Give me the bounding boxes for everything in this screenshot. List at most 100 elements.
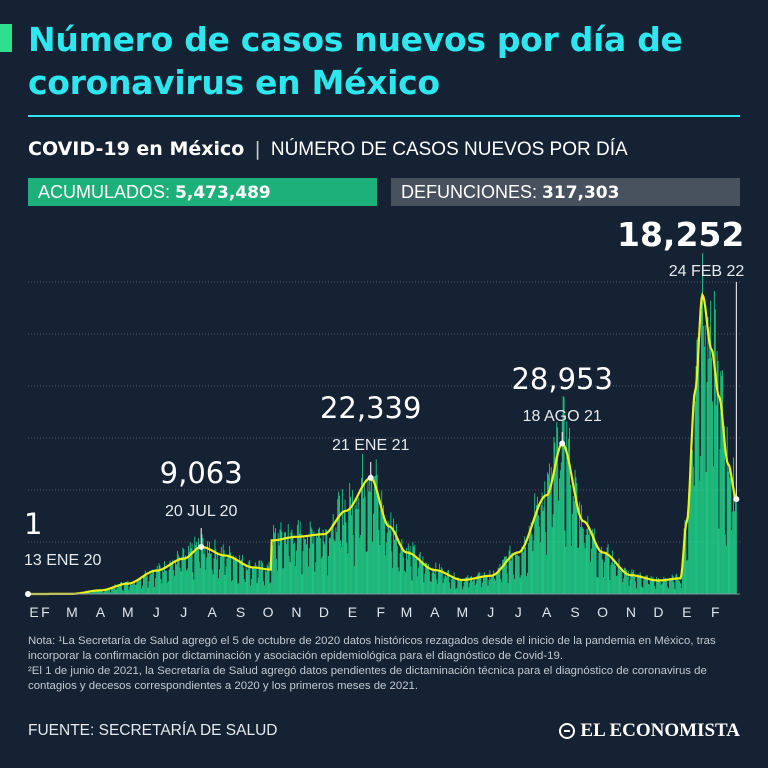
annotation-date: 20 JUL 20	[165, 503, 237, 520]
daily-bar	[116, 588, 118, 594]
daily-bar	[720, 371, 722, 594]
daily-bar	[730, 473, 732, 594]
daily-bar	[352, 535, 354, 594]
daily-bar	[519, 577, 521, 594]
daily-bar	[338, 491, 340, 594]
daily-bar	[670, 578, 672, 594]
daily-bar	[689, 476, 691, 594]
daily-bar	[454, 580, 456, 594]
daily-bar	[599, 549, 601, 594]
daily-bar	[493, 578, 495, 594]
accent-bar	[0, 24, 12, 52]
daily-bar	[528, 525, 530, 594]
daily-bar	[359, 537, 361, 594]
daily-bar	[667, 586, 669, 594]
daily-bar	[191, 543, 193, 594]
daily-bar	[318, 529, 319, 594]
daily-bar	[646, 575, 648, 594]
daily-bar	[362, 498, 364, 594]
daily-bar	[469, 583, 471, 594]
annotation-date: 18 AGO 21	[523, 408, 602, 425]
daily-bar	[690, 457, 691, 594]
daily-bar	[425, 562, 427, 594]
note-2: ²El 1 de junio de 2021, la Secretaría de…	[28, 665, 707, 692]
daily-bar	[404, 570, 406, 594]
daily-bar	[389, 530, 391, 594]
daily-bar	[495, 574, 497, 594]
daily-bar	[209, 553, 211, 594]
daily-bar	[623, 578, 625, 594]
daily-bar	[568, 439, 570, 594]
daily-bar	[128, 589, 130, 594]
daily-bar	[213, 558, 215, 594]
daily-bar	[439, 572, 441, 594]
daily-bar	[154, 578, 156, 594]
daily-bar	[363, 482, 365, 594]
daily-bar	[346, 542, 348, 594]
accumulated-badge: ACUMULADOS: 5,473,489	[28, 178, 377, 206]
daily-bar	[526, 572, 528, 594]
daily-bar	[351, 515, 352, 594]
daily-bar	[490, 578, 492, 594]
daily-bar	[517, 556, 519, 594]
daily-bar	[552, 514, 554, 594]
daily-bar	[444, 575, 446, 594]
daily-bar	[241, 559, 242, 594]
daily-bar	[371, 473, 373, 594]
daily-bar	[124, 581, 126, 594]
daily-bar	[567, 460, 569, 594]
daily-bar	[224, 574, 226, 594]
daily-bar	[569, 427, 571, 594]
daily-bar	[471, 581, 473, 594]
daily-bar	[310, 527, 312, 594]
month-tick-label: J	[180, 604, 187, 620]
daily-bar	[186, 568, 188, 594]
daily-bar	[336, 532, 338, 594]
daily-bar	[183, 548, 185, 594]
daily-bar	[419, 552, 421, 594]
daily-bar	[166, 583, 168, 594]
daily-bar	[405, 572, 406, 594]
daily-bar	[175, 564, 177, 594]
daily-bar	[373, 513, 374, 594]
daily-bar	[532, 550, 534, 594]
daily-bar	[365, 551, 367, 594]
daily-bar	[479, 572, 481, 594]
daily-bar	[107, 588, 109, 594]
daily-bar	[530, 522, 532, 594]
daily-bar	[267, 566, 269, 594]
daily-bar	[668, 578, 670, 594]
daily-bar	[631, 569, 633, 594]
daily-bar	[641, 586, 643, 594]
daily-bar	[153, 570, 154, 594]
daily-bar	[110, 587, 112, 594]
daily-bar	[582, 528, 584, 594]
daily-bar	[366, 551, 368, 594]
daily-bar	[287, 524, 289, 594]
daily-bar	[478, 572, 480, 594]
daily-bar	[159, 565, 161, 594]
daily-bar	[162, 568, 164, 594]
daily-bar	[508, 550, 510, 594]
title-divider	[28, 115, 740, 117]
daily-bar	[579, 501, 581, 594]
daily-bar	[657, 580, 658, 594]
daily-bar	[143, 575, 145, 594]
daily-bar	[161, 583, 163, 594]
daily-bar	[184, 557, 186, 594]
daily-bar	[225, 566, 227, 594]
daily-bar	[279, 529, 281, 594]
daily-bar	[329, 538, 330, 594]
daily-bar	[193, 579, 195, 594]
daily-bar	[111, 586, 113, 594]
daily-bar	[668, 588, 669, 594]
daily-bar	[234, 557, 236, 594]
daily-bar	[438, 571, 439, 594]
daily-bar	[117, 584, 119, 594]
daily-bar	[173, 570, 175, 594]
daily-bar	[158, 563, 160, 594]
daily-bar	[201, 534, 203, 594]
daily-bar	[633, 569, 635, 594]
daily-bar	[222, 544, 224, 594]
daily-bar	[663, 576, 665, 594]
